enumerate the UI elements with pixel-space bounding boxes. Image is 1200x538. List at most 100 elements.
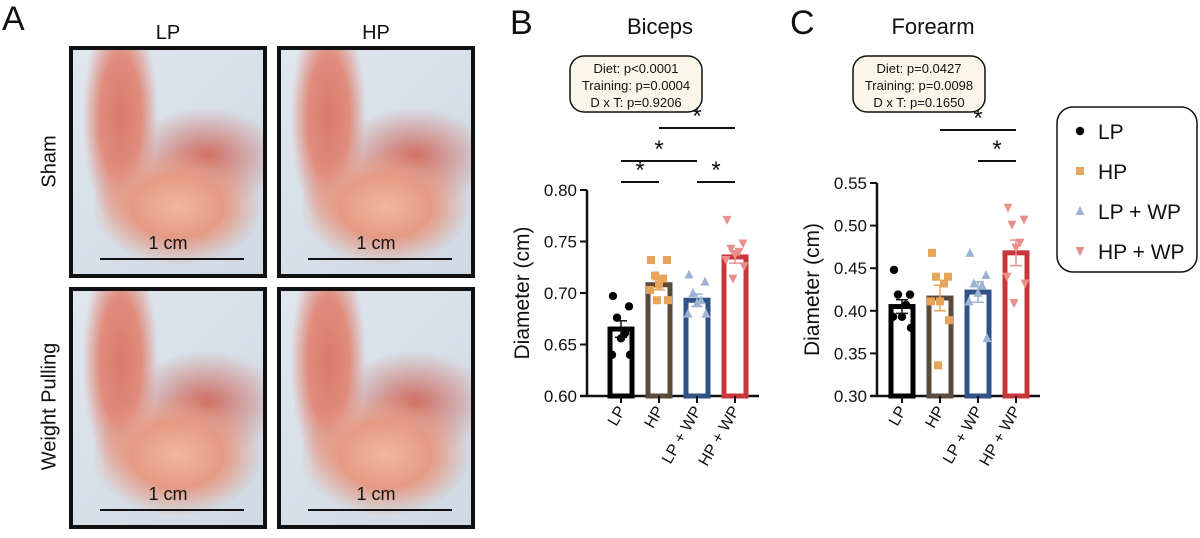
- chart-forearm-y-tick-label: 0.40: [834, 302, 867, 321]
- scale-bar: [307, 258, 452, 260]
- photo-lp-sham: 1 cm: [69, 46, 267, 278]
- legend-label: HP: [1098, 161, 1127, 184]
- chart-biceps-data-point: [701, 308, 711, 318]
- chart-biceps-significance-star: *: [711, 157, 720, 184]
- photo-hp-sham: 1 cm: [277, 46, 475, 278]
- chart-biceps-data-point: [625, 350, 635, 359]
- chart-forearm-data-point: [982, 333, 992, 343]
- chart-forearm-data-point: [1019, 215, 1029, 225]
- chart-biceps-data-point: [688, 288, 698, 297]
- chart-forearm-title: Forearm: [891, 14, 974, 39]
- chart-biceps-data-point: [624, 302, 634, 311]
- scale-bar-label: 1 cm: [148, 233, 188, 253]
- legend-marker: [1075, 126, 1085, 136]
- chart-forearm-bar: [964, 289, 992, 399]
- chart-forearm-data-point: [1002, 272, 1012, 282]
- chart-biceps-data-point: [646, 285, 654, 294]
- chart-biceps-x-tick-label: LP: [605, 404, 630, 429]
- chart-biceps-stats-box: [569, 55, 703, 113]
- chart-forearm-data-point: [944, 272, 952, 281]
- chart-biceps-data-point: [607, 350, 617, 359]
- chart-forearm-y-tick-label: 0.55: [834, 174, 867, 193]
- scale-bar-label: 1 cm: [356, 233, 396, 253]
- chart-biceps-significance-star: *: [692, 103, 701, 130]
- chart-forearm-data-point: [927, 297, 935, 306]
- chart-forearm-panel-letter: C: [790, 4, 815, 42]
- chart-biceps-y-tick-label: 0.75: [544, 233, 577, 252]
- chart-biceps-title: Biceps: [627, 14, 693, 39]
- scale-bar-label: 1 cm: [148, 484, 188, 504]
- chart-forearm-stats-text: Training: p=0.0098: [865, 78, 973, 93]
- chart-biceps-significance-star: *: [635, 157, 644, 184]
- chart-forearm-data-point: [964, 296, 974, 306]
- chart-forearm-data-point: [888, 312, 898, 321]
- legend-label: LP: [1098, 121, 1124, 144]
- chart-forearm-data-point: [965, 247, 975, 257]
- chart-forearm-significance-star: *: [992, 136, 1001, 163]
- chart-biceps-data-point: [721, 256, 731, 266]
- chart-biceps-data-point: [616, 334, 626, 343]
- chart-biceps-data-point: [663, 256, 671, 265]
- chart-biceps-y-tick-label: 0.65: [544, 336, 577, 355]
- chart-forearm-data-point: [981, 270, 991, 280]
- chart-biceps-significance-star: *: [654, 136, 663, 163]
- panel-a-letter: A: [2, 0, 25, 38]
- chart-forearm-data-point: [940, 279, 948, 288]
- chart-forearm-stats-box: [852, 55, 986, 113]
- chart-forearm-data-point: [893, 290, 903, 299]
- chart-forearm-data-point: [889, 265, 899, 275]
- chart-biceps-y-axis-label: Diameter (cm): [511, 226, 534, 359]
- chart-forearm-stats-text: D x T: p=0.1650: [873, 95, 964, 110]
- scale-bar: [307, 509, 452, 511]
- chart-biceps-panel-letter: B: [510, 4, 533, 42]
- chart-forearm-data-point: [1020, 279, 1030, 289]
- chart-forearm-stats-text: Diet: p=0.0427: [877, 61, 962, 76]
- column-title-lp: LP: [155, 22, 181, 44]
- scale-bar: [99, 509, 244, 511]
- chart-biceps-data-point: [722, 215, 732, 225]
- chart-forearm-data-point: [906, 323, 916, 333]
- chart-forearm-y-tick-label: 0.50: [834, 217, 867, 236]
- chart-forearm-data-point: [932, 272, 940, 281]
- chart-forearm-y-tick-label: 0.30: [834, 387, 867, 406]
- chart-forearm-x-tick-label: LP: [886, 404, 911, 429]
- chart-biceps-data-point: [728, 274, 738, 284]
- chart-biceps-y-tick-label: 0.60: [544, 387, 577, 406]
- chart-biceps-data-point: [683, 308, 693, 318]
- chart-biceps-stats-text: Training: p=0.0004: [582, 78, 690, 93]
- chart-biceps-stats-text: D x T: p=0.9206: [590, 95, 681, 110]
- chart-forearm-y-axis-label: Diameter (cm): [801, 223, 824, 356]
- scale-bar: [99, 258, 244, 260]
- chart-biceps-data-point: [738, 239, 748, 249]
- chart-biceps-y-tick-label: 0.70: [544, 284, 577, 303]
- chart-biceps-y-tick-label: 0.80: [544, 181, 577, 200]
- legend-label: LP + WP: [1098, 201, 1181, 224]
- scale-bar-label: 1 cm: [356, 484, 396, 504]
- photo-hp-weight-pulling: 1 cm: [277, 287, 475, 529]
- chart-forearm-data-point: [934, 361, 942, 370]
- chart-forearm-data-point: [1009, 299, 1019, 309]
- column-title-hp: HP: [362, 22, 390, 44]
- chart-forearm-data-point: [1007, 220, 1017, 230]
- chart-forearm-x-tick-label: HP: [923, 404, 949, 432]
- chart-biceps-data-point: [684, 269, 694, 279]
- chart-biceps-data-point: [647, 256, 655, 265]
- chart-biceps-data-point: [608, 291, 618, 301]
- chart-biceps-stats-text: Diet: p<0.0001: [594, 61, 679, 76]
- chart-forearm-bar: [926, 295, 954, 399]
- chart-forearm-data-point: [901, 300, 911, 310]
- chart-biceps-data-point: [726, 244, 736, 254]
- photo-lp-weight-pulling: 1 cm: [69, 287, 267, 529]
- legend-marker: [1076, 167, 1084, 175]
- chart-biceps-data-point: [653, 296, 661, 305]
- chart-biceps-data-point: [739, 262, 749, 272]
- chart-forearm-y-tick-label: 0.45: [834, 259, 867, 278]
- chart-biceps-data-point: [651, 271, 659, 280]
- chart-biceps-x-tick-label: HP: [642, 404, 668, 432]
- chart-forearm-data-point: [969, 278, 979, 288]
- chart-biceps-data-point: [664, 296, 672, 305]
- chart-forearm-data-point: [1015, 238, 1025, 248]
- chart-forearm-data-point: [945, 316, 953, 325]
- legend-label: HP + WP: [1098, 241, 1185, 264]
